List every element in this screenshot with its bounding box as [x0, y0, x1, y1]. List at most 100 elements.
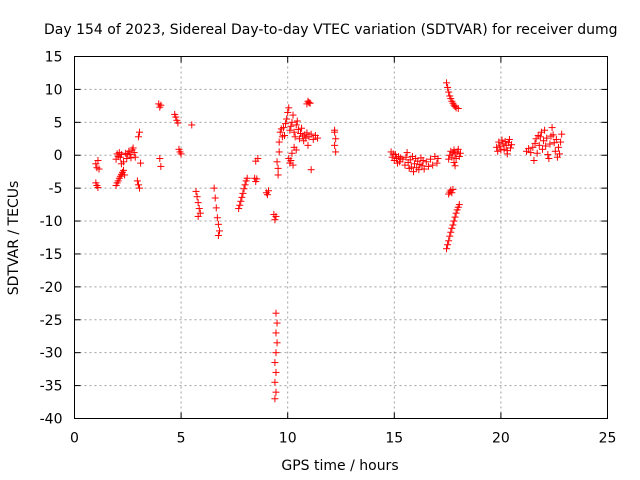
data-point	[288, 118, 296, 126]
data-point	[291, 133, 299, 141]
data-point	[271, 378, 279, 386]
grid	[74, 56, 608, 419]
data-point	[240, 185, 248, 193]
data-point	[292, 121, 300, 129]
data-point	[289, 111, 297, 119]
data-point	[531, 139, 539, 147]
data-point	[545, 155, 553, 163]
data-point	[211, 194, 219, 202]
data-point	[273, 158, 281, 166]
data-point	[538, 145, 546, 153]
data-point	[309, 135, 317, 143]
data-point	[500, 145, 508, 153]
data-point	[94, 183, 102, 191]
data-point	[493, 143, 501, 151]
data-point	[272, 329, 280, 337]
data-point	[137, 159, 145, 167]
data-point	[549, 131, 557, 139]
y-tick-label: 15	[45, 50, 63, 66]
data-point	[455, 201, 463, 209]
data-point	[332, 135, 340, 143]
data-point	[272, 349, 280, 357]
data-point	[273, 339, 281, 347]
data-point	[214, 232, 222, 240]
data-point	[533, 149, 541, 157]
plot-frame	[74, 56, 608, 419]
data-point	[422, 158, 430, 166]
data-point	[503, 150, 511, 158]
data-point	[427, 155, 435, 163]
data-point	[293, 117, 301, 125]
data-point	[525, 145, 533, 153]
data-point	[403, 149, 411, 157]
y-tick-label: -10	[40, 214, 63, 230]
data-point	[451, 213, 459, 221]
data-point	[130, 149, 138, 157]
data-point	[284, 108, 292, 116]
data-point	[136, 128, 144, 136]
data-point	[287, 156, 295, 164]
data-point	[448, 153, 456, 161]
data-point	[274, 171, 282, 179]
data-point	[294, 126, 302, 134]
data-point	[551, 147, 559, 155]
data-point	[302, 134, 310, 142]
data-point	[445, 88, 453, 96]
data-point	[543, 134, 551, 142]
data-point	[527, 149, 535, 157]
data-point	[454, 104, 462, 112]
data-point	[434, 155, 442, 163]
data-point	[134, 133, 142, 141]
data-point	[449, 221, 457, 229]
data-point	[252, 157, 260, 165]
data-point	[214, 220, 222, 228]
data-point	[95, 165, 103, 173]
data-point	[424, 162, 432, 170]
data-point	[456, 149, 464, 157]
data-point	[451, 162, 459, 170]
data-point	[274, 164, 282, 172]
data-point	[272, 212, 280, 220]
data-point	[134, 181, 142, 189]
data-point	[303, 129, 311, 137]
data-point	[444, 241, 452, 249]
y-tick-label: 0	[54, 148, 63, 164]
data-point	[331, 141, 339, 149]
data-point	[535, 141, 543, 149]
data-point	[544, 151, 552, 159]
data-point	[272, 388, 280, 396]
data-point	[286, 126, 294, 134]
data-point	[420, 165, 428, 173]
data-point	[548, 124, 556, 132]
data-point	[443, 245, 451, 253]
data-point	[448, 224, 456, 232]
x-tick-label: 10	[279, 431, 297, 447]
data-point	[121, 171, 129, 179]
data-point	[129, 144, 137, 152]
data-point	[126, 151, 134, 159]
data-point	[307, 166, 315, 174]
data-point	[271, 216, 279, 224]
data-point	[212, 204, 220, 212]
data-point	[287, 122, 295, 130]
data-point	[289, 161, 297, 169]
data-point	[243, 174, 251, 182]
data-point	[407, 163, 415, 171]
data-point	[444, 83, 452, 91]
data-point	[506, 144, 514, 152]
data-point	[332, 148, 340, 156]
data-point	[556, 150, 564, 158]
data-point	[448, 189, 456, 197]
data-point	[305, 99, 313, 107]
data-point	[210, 184, 218, 192]
data-point	[281, 131, 289, 139]
data-point	[282, 120, 290, 128]
data-point	[498, 136, 506, 144]
data-point	[279, 124, 287, 132]
data-point	[529, 143, 537, 151]
data-point	[275, 148, 283, 156]
data-point	[554, 143, 562, 151]
data-point	[177, 150, 185, 158]
data-point	[452, 209, 460, 217]
data-point	[236, 201, 244, 209]
